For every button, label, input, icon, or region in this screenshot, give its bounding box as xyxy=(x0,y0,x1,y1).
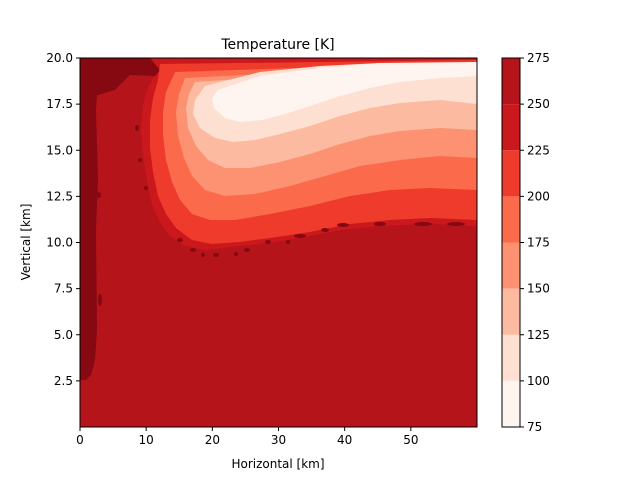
y-tick-label: 2.5 xyxy=(54,374,73,388)
y-tick-label: 5.0 xyxy=(54,328,73,342)
x-tick-label: 40 xyxy=(337,433,352,447)
colorbar-tick-label: 250 xyxy=(527,97,550,111)
y-axis-label: Vertical [km] xyxy=(19,204,33,281)
contour-75 xyxy=(212,62,477,122)
y-axis: 2.5 5.0 7.5 10.0 12.5 15.0 17.5 20.0 xyxy=(46,51,80,388)
colorbar-tick-label: 225 xyxy=(527,143,550,157)
colorbar-segment xyxy=(502,150,520,197)
colorbar-segment xyxy=(502,334,520,381)
colorbar-tick-label: 75 xyxy=(527,420,542,434)
colorbar-tick-label: 175 xyxy=(527,236,550,250)
y-tick-label: 7.5 xyxy=(54,282,73,296)
y-tick-label: 20.0 xyxy=(46,51,73,65)
x-tick-label: 10 xyxy=(139,433,154,447)
y-tick-label: 15.0 xyxy=(46,143,73,157)
colorbar-segment xyxy=(502,242,520,289)
colorbar-tick-label: 125 xyxy=(527,328,550,342)
colorbar-segment xyxy=(502,288,520,335)
x-tick-label: 0 xyxy=(76,433,84,447)
colorbar-segment xyxy=(502,380,520,427)
colorbar-segment xyxy=(502,196,520,243)
colorbar: 75 100 125 150 175 200 225 250 275 xyxy=(501,51,550,434)
y-tick-label: 10.0 xyxy=(46,236,73,250)
hot-rim-dots xyxy=(97,125,465,306)
colorbar-tick-label: 275 xyxy=(527,51,550,65)
colorbar-segment xyxy=(502,104,520,151)
colorbar-tick-label: 150 xyxy=(527,282,550,296)
chart-title: Temperature [K] xyxy=(220,37,334,53)
x-tick-label: 20 xyxy=(205,433,220,447)
x-tick-label: 30 xyxy=(271,433,286,447)
hot-strip-left xyxy=(80,58,98,380)
colorbar-tick-label: 100 xyxy=(527,374,550,388)
x-tick-label: 50 xyxy=(403,433,418,447)
y-tick-label: 17.5 xyxy=(46,97,73,111)
colorbar-segment xyxy=(502,58,520,105)
plot-area xyxy=(79,57,478,428)
x-axis-label: Horizontal [km] xyxy=(231,457,324,471)
y-tick-label: 12.5 xyxy=(46,189,73,203)
colorbar-tick-label: 200 xyxy=(527,189,550,203)
x-axis: 0 10 20 30 40 50 xyxy=(76,427,418,447)
